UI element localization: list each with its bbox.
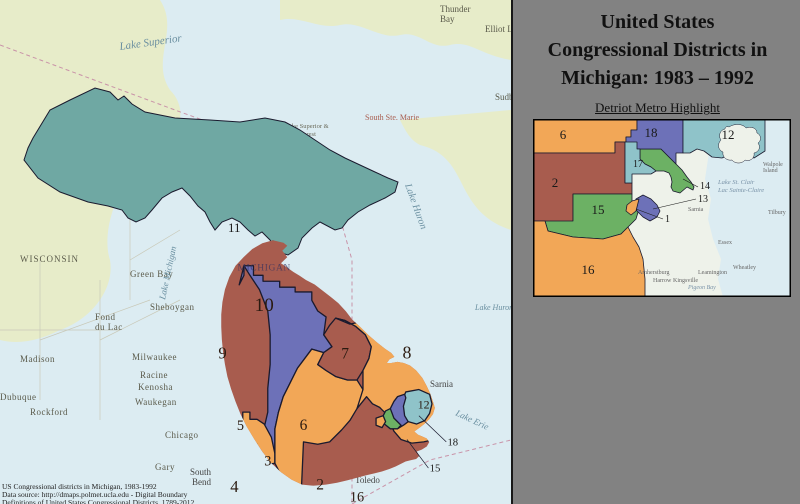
svg-text:Amherstburg: Amherstburg xyxy=(638,270,670,276)
svg-text:Sarnia: Sarnia xyxy=(688,207,704,213)
svg-text:MICHIGAN: MICHIGAN xyxy=(237,264,290,274)
svg-text:16: 16 xyxy=(582,262,596,277)
svg-text:2: 2 xyxy=(552,175,559,190)
svg-text:Lake Erie: Lake Erie xyxy=(453,407,490,431)
svg-text:Bend: Bend xyxy=(192,477,211,487)
svg-text:Wheatley: Wheatley xyxy=(733,265,756,271)
svg-text:14: 14 xyxy=(700,181,710,192)
svg-text:du Lac: du Lac xyxy=(95,322,123,332)
svg-text:15: 15 xyxy=(430,463,441,475)
svg-text:13: 13 xyxy=(698,194,708,205)
svg-text:Waukegan: Waukegan xyxy=(135,397,177,407)
svg-text:6: 6 xyxy=(560,127,567,142)
svg-text:15: 15 xyxy=(592,202,605,217)
svg-text:Gary: Gary xyxy=(155,462,175,472)
svg-text:Definitions of United States C: Definitions of United States Congression… xyxy=(2,498,195,504)
svg-text:3: 3 xyxy=(264,454,271,470)
svg-text:Kenosha: Kenosha xyxy=(138,382,173,392)
svg-text:Rockford: Rockford xyxy=(30,407,68,417)
svg-text:18: 18 xyxy=(645,125,658,140)
svg-text:8: 8 xyxy=(403,343,412,363)
svg-text:7: 7 xyxy=(341,346,349,363)
svg-text:2: 2 xyxy=(316,476,324,493)
svg-text:11: 11 xyxy=(228,220,241,235)
svg-text:Sudbury: Sudbury xyxy=(495,92,511,102)
svg-text:18: 18 xyxy=(447,436,458,448)
svg-text:9: 9 xyxy=(218,344,226,363)
svg-text:Lake Huron: Lake Huron xyxy=(474,303,511,312)
svg-text:South: South xyxy=(190,467,212,477)
svg-text:10: 10 xyxy=(255,295,274,316)
svg-text:Sheboygan: Sheboygan xyxy=(150,302,195,312)
svg-text:12: 12 xyxy=(418,398,430,412)
svg-text:12: 12 xyxy=(722,127,735,142)
svg-text:Lake Huron: Lake Huron xyxy=(402,181,429,231)
svg-text:Fond: Fond xyxy=(95,312,116,322)
svg-text:Sarnia: Sarnia xyxy=(430,379,453,389)
svg-text:Essex: Essex xyxy=(718,240,732,246)
svg-text:Tilbury: Tilbury xyxy=(768,210,786,216)
svg-text:1: 1 xyxy=(665,214,670,225)
svg-text:Pigeon Bay: Pigeon Bay xyxy=(687,285,716,291)
svg-text:Kingsville: Kingsville xyxy=(673,278,698,284)
svg-text:4: 4 xyxy=(230,477,239,496)
svg-text:Madison: Madison xyxy=(20,354,55,364)
svg-text:Harrow: Harrow xyxy=(653,278,672,284)
svg-text:16: 16 xyxy=(350,489,364,504)
svg-text:17: 17 xyxy=(633,159,643,170)
svg-text:5: 5 xyxy=(237,418,244,434)
svg-text:Lake St. Clair: Lake St. Clair xyxy=(717,179,755,186)
svg-text:Racine: Racine xyxy=(140,370,168,380)
svg-text:Elliot Lake: Elliot Lake xyxy=(485,24,511,34)
svg-text:6: 6 xyxy=(300,417,308,434)
svg-text:Thunder: Thunder xyxy=(440,4,471,14)
svg-text:Dubuque: Dubuque xyxy=(0,392,37,402)
svg-text:Milwaukee: Milwaukee xyxy=(132,352,177,362)
svg-text:Bay: Bay xyxy=(440,14,455,24)
svg-text:Island: Island xyxy=(763,168,778,174)
svg-text:Leamington: Leamington xyxy=(698,270,727,276)
svg-text:Chicago: Chicago xyxy=(165,430,199,440)
svg-text:WISCONSIN: WISCONSIN xyxy=(20,254,79,264)
svg-text:Lac Sainte-Claire: Lac Sainte-Claire xyxy=(717,187,764,194)
svg-text:South Ste. Marie: South Ste. Marie xyxy=(365,113,419,122)
